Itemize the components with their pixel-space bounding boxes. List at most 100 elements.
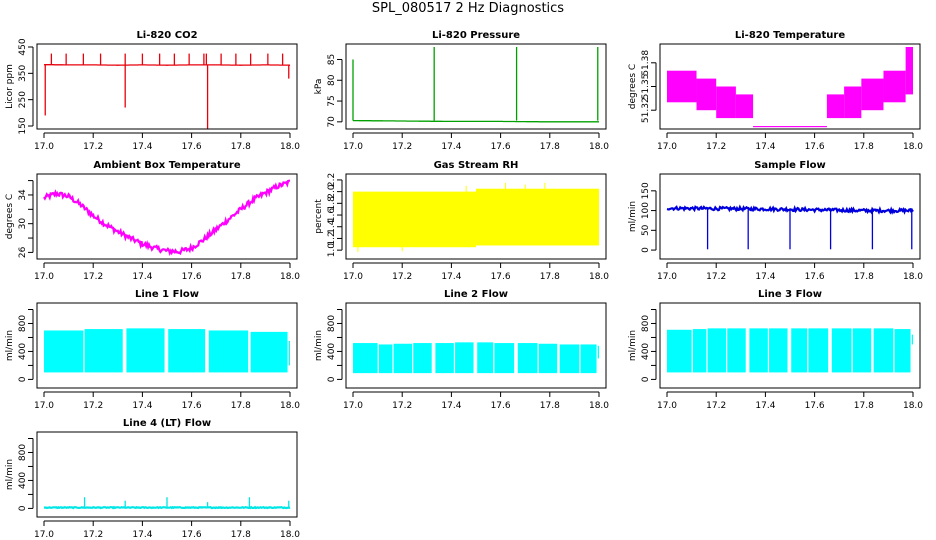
chart-ambient-box-temperature-series-0 bbox=[43, 179, 290, 257]
chart-line-1-flow-band-2 bbox=[126, 328, 165, 373]
chart-li-820-co2-x-axis: 17.0 17.2 17.4 17.6 17.8 18.0 bbox=[34, 132, 300, 152]
chart-li-820-pressure-x-tick-label-5: 18.0 bbox=[589, 142, 609, 152]
chart-line-4-lt-flow-x-tick-label-2: 17.4 bbox=[132, 530, 152, 540]
chart-line-2-flow-band-9 bbox=[538, 343, 558, 374]
chart-line-4-lt-flow-x-axis: 17.0 17.2 17.4 17.6 17.8 18.0 bbox=[34, 520, 300, 540]
chart-li-820-co2-frame bbox=[36, 43, 298, 130]
chart-line-1-flow-x-tick-label-5: 18.0 bbox=[280, 401, 300, 411]
chart-line-2-flow-band-7 bbox=[494, 343, 515, 374]
chart-gas-stream-rh-data bbox=[353, 182, 599, 252]
chart-li-820-temperature-band-8 bbox=[883, 70, 906, 103]
chart-line-2-flow: Line 2 Flow ml/min 17.0 17.2 17.4 17.6 17.8 18.… bbox=[314, 289, 609, 411]
chart-sample-flow-y-tick-label-3: 150 bbox=[641, 182, 651, 199]
chart-line-1-flow-x-tick-label-3: 17.6 bbox=[182, 401, 202, 411]
chart-li-820-temperature-data bbox=[667, 47, 913, 128]
chart-sample-flow-x-tick-label-1: 17.2 bbox=[706, 272, 726, 282]
chart-gas-stream-rh-y-tick-label-1: 1.2 bbox=[327, 231, 337, 245]
chart-line-3-flow-x-axis: 17.0 17.2 17.4 17.6 17.8 18.0 bbox=[657, 391, 923, 411]
chart-gas-stream-rh-y-tick-label-2: 1.4 bbox=[327, 219, 337, 234]
chart-li-820-pressure-series-0 bbox=[353, 119, 599, 123]
chart-line-3-flow-band-3 bbox=[727, 328, 746, 373]
chart-line-1-flow-frame bbox=[36, 302, 298, 389]
chart-li-820-pressure-frame bbox=[345, 43, 607, 130]
chart-li-820-pressure-x-tick-label-2: 17.4 bbox=[441, 142, 461, 152]
chart-line-1-flow-band-1 bbox=[84, 329, 123, 373]
chart-line-4-lt-flow-x-tick-label-1: 17.2 bbox=[83, 530, 103, 540]
chart-ambient-box-temperature-x-tick-label-1: 17.2 bbox=[83, 272, 103, 282]
chart-gas-stream-rh-y-axis: 1.01.21.41.61.82.02.2 bbox=[327, 173, 343, 258]
chart-line-3-flow-band-8 bbox=[831, 328, 852, 373]
chart-li-820-pressure-title: Li-820 Pressure bbox=[432, 30, 520, 41]
chart-line-2-flow-ylabel: ml/min bbox=[314, 330, 324, 361]
chart-line-4-lt-flow-series-0 bbox=[43, 505, 291, 510]
chart-line-2-flow-band-10 bbox=[559, 344, 580, 374]
chart-line-1-flow-ylabel: ml/min bbox=[5, 330, 15, 361]
chart-ambient-box-temperature-ylabel: degrees C bbox=[5, 194, 15, 239]
chart-gas-stream-rh-title: Gas Stream RH bbox=[434, 160, 519, 171]
chart-line-3-flow-x-tick-label-4: 17.8 bbox=[854, 401, 874, 411]
chart-ambient-box-temperature-x-tick-label-2: 17.4 bbox=[132, 272, 152, 282]
chart-line-3-flow-band-5 bbox=[769, 328, 788, 373]
chart-li-820-pressure-x-tick-label-3: 17.6 bbox=[491, 142, 511, 152]
chart-line-1-flow-x-tick-label-0: 17.0 bbox=[34, 401, 54, 411]
chart-gas-stream-rh-y-tick-label-4: 1.8 bbox=[327, 196, 337, 211]
chart-sample-flow-x-tick-label-5: 18.0 bbox=[903, 272, 923, 282]
chart-sample-flow-ylabel: ml/min bbox=[628, 201, 638, 232]
chart-li-820-temperature-band-4 bbox=[753, 126, 827, 128]
chart-line-1-flow-y-tick-label-2: 800 bbox=[18, 315, 28, 332]
chart-sample-flow-x-tick-label-4: 17.8 bbox=[854, 272, 874, 282]
chart-gas-stream-rh-y-tick-label-0: 1.0 bbox=[327, 243, 337, 258]
chart-li-820-pressure-x-tick-label-1: 17.2 bbox=[392, 142, 412, 152]
chart-line-2-flow-band-11 bbox=[580, 344, 597, 374]
chart-gas-stream-rh-x-axis: 17.0 17.2 17.4 17.6 17.8 18.0 bbox=[343, 262, 609, 282]
chart-li-820-temperature-frame bbox=[659, 43, 921, 130]
chart-sample-flow-x-tick-label-3: 17.6 bbox=[805, 272, 825, 282]
chart-li-820-temperature-x-tick-label-0: 17.0 bbox=[657, 142, 677, 152]
chart-li-820-co2-x-tick-label-1: 17.2 bbox=[83, 142, 103, 152]
chart-line-1-flow: Line 1 Flow ml/min 17.0 17.2 17.4 17.6 17.8 18.… bbox=[5, 289, 300, 411]
chart-li-820-pressure-x-tick-label-4: 17.8 bbox=[540, 142, 560, 152]
chart-line-4-lt-flow-data bbox=[43, 497, 291, 510]
chart-li-820-temperature-x-tick-label-3: 17.6 bbox=[805, 142, 825, 152]
chart-line-3-flow-band-12 bbox=[911, 334, 913, 345]
chart-line-2-flow-band-2 bbox=[393, 343, 413, 374]
chart-li-820-pressure: Li-820 Pressure kPa 17.0 17.2 17.4 17.6 17.8 18… bbox=[314, 30, 609, 152]
chart-li-820-co2-series-0 bbox=[43, 63, 290, 66]
chart-ambient-box-temperature-x-tick-label-3: 17.6 bbox=[182, 272, 202, 282]
chart-line-1-flow-band-5 bbox=[250, 331, 288, 373]
chart-li-820-temperature-x-tick-label-4: 17.8 bbox=[854, 142, 874, 152]
chart-sample-flow-y-tick-label-1: 50 bbox=[641, 224, 651, 236]
chart-line-2-flow-band-4 bbox=[435, 343, 454, 374]
chart-line-4-lt-flow-x-tick-label-5: 18.0 bbox=[280, 530, 300, 540]
chart-li-820-pressure-x-tick-label-0: 17.0 bbox=[343, 142, 363, 152]
chart-sample-flow-y-tick-label-2: 100 bbox=[641, 202, 651, 219]
chart-ambient-box-temperature-y-tick-label-0: 26 bbox=[18, 246, 28, 258]
chart-line-1-flow-band-4 bbox=[208, 330, 249, 373]
chart-sample-flow: Sample Flow ml/min 17.0 17.2 17.4 17.6 17.8 18.… bbox=[628, 160, 923, 282]
chart-line-4-lt-flow-y-tick-label-2: 800 bbox=[18, 444, 28, 461]
chart-line-2-flow-title: Line 2 Flow bbox=[444, 289, 508, 300]
chart-li-820-pressure-ylabel: kPa bbox=[314, 79, 324, 95]
chart-gas-stream-rh-y-tick-label-3: 1.6 bbox=[327, 208, 337, 223]
chart-line-2-flow-y-axis: 0 400 800 bbox=[327, 308, 343, 382]
chart-line-4-lt-flow-x-tick-label-0: 17.0 bbox=[34, 530, 54, 540]
chart-line-3-flow-y-tick-label-2: 800 bbox=[641, 315, 651, 332]
chart-line-4-lt-flow-ylabel: ml/min bbox=[5, 459, 15, 490]
chart-line-1-flow-band-0 bbox=[44, 330, 84, 373]
chart-gas-stream-rh-ylabel: percent bbox=[314, 199, 324, 234]
chart-line-3-flow-band-2 bbox=[707, 328, 727, 373]
chart-ambient-box-temperature-x-tick-label-4: 17.8 bbox=[231, 272, 251, 282]
chart-line-1-flow-band-3 bbox=[168, 329, 206, 373]
chart-ambient-box-temperature-y-tick-label-2: 34 bbox=[18, 189, 28, 201]
chart-ambient-box-temperature-x-tick-label-5: 18.0 bbox=[280, 272, 300, 282]
chart-line-2-flow-x-tick-label-0: 17.0 bbox=[343, 401, 363, 411]
chart-line-3-flow-ylabel: ml/min bbox=[628, 330, 638, 361]
chart-li-820-co2-title: Li-820 CO2 bbox=[136, 30, 197, 41]
chart-line-3-flow-title: Line 3 Flow bbox=[758, 289, 822, 300]
chart-li-820-co2-y-tick-label-1: 250 bbox=[18, 91, 28, 108]
chart-line-3-flow-x-tick-label-0: 17.0 bbox=[657, 401, 677, 411]
chart-line-4-lt-flow-x-tick-label-3: 17.6 bbox=[182, 530, 202, 540]
